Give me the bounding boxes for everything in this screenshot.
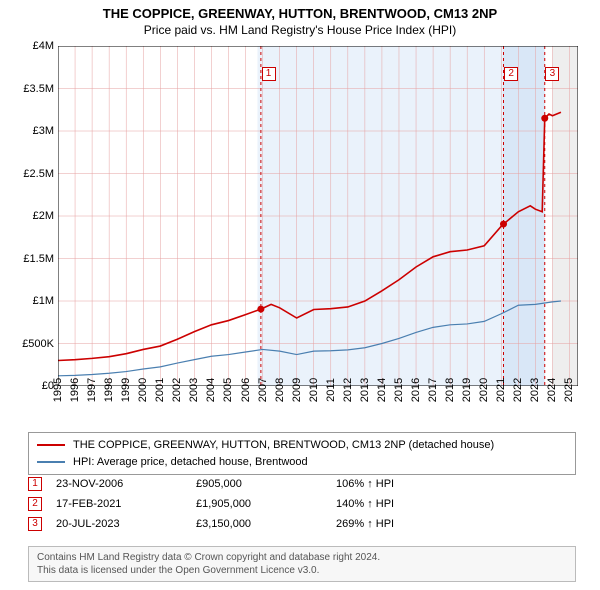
legend-swatch xyxy=(37,444,65,446)
x-tick-label: 2000 xyxy=(137,378,149,402)
event-row: 3 20-JUL-2023£3,150,000269% ↑ HPI xyxy=(28,514,576,534)
y-tick-label: £500K xyxy=(22,338,54,350)
event-badge: 1 xyxy=(28,477,42,491)
event-row: 2 17-FEB-2021£1,905,000140% ↑ HPI xyxy=(28,494,576,514)
x-tick-label: 2003 xyxy=(188,378,200,402)
legend-label: HPI: Average price, detached house, Bren… xyxy=(73,454,308,471)
x-tick-label: 2005 xyxy=(222,378,234,402)
x-tick-label: 2023 xyxy=(529,378,541,402)
x-tick-label: 2004 xyxy=(205,378,217,402)
event-badge: 3 xyxy=(28,517,42,531)
title-block: THE COPPICE, GREENWAY, HUTTON, BRENTWOOD… xyxy=(0,0,600,37)
x-tick-label: 2021 xyxy=(495,378,507,402)
y-tick-label: £2.5M xyxy=(23,168,54,180)
y-tick-label: £1M xyxy=(33,295,54,307)
x-tick-label: 1999 xyxy=(120,378,132,402)
x-tick-label: 2024 xyxy=(546,378,558,402)
y-tick-label: £2M xyxy=(33,210,54,222)
event-marker: 1 xyxy=(262,63,276,81)
event-marker: 2 xyxy=(504,63,518,81)
legend-swatch xyxy=(37,461,65,463)
x-tick-label: 2008 xyxy=(274,378,286,402)
x-tick-label: 2022 xyxy=(512,378,524,402)
x-tick-label: 1997 xyxy=(86,378,98,402)
x-tick-label: 2001 xyxy=(154,378,166,402)
x-tick-label: 2016 xyxy=(410,378,422,402)
y-tick-label: £3M xyxy=(33,125,54,137)
legend-item: HPI: Average price, detached house, Bren… xyxy=(37,454,567,471)
x-tick-label: 2020 xyxy=(478,378,490,402)
legend-label: THE COPPICE, GREENWAY, HUTTON, BRENTWOOD… xyxy=(73,437,494,454)
y-tick-label: £4M xyxy=(33,40,54,52)
x-tick-label: 2018 xyxy=(444,378,456,402)
x-tick-label: 2007 xyxy=(257,378,269,402)
x-tick-label: 2012 xyxy=(342,378,354,402)
x-tick-label: 2006 xyxy=(240,378,252,402)
event-date: 23-NOV-2006 xyxy=(56,478,196,490)
x-tick-label: 2002 xyxy=(171,378,183,402)
x-tick-label: 2013 xyxy=(359,378,371,402)
event-badge: 2 xyxy=(28,497,42,511)
event-marker: 3 xyxy=(545,63,559,81)
credits: Contains HM Land Registry data © Crown c… xyxy=(28,546,576,582)
event-date: 17-FEB-2021 xyxy=(56,498,196,510)
credits-line2: This data is licensed under the Open Gov… xyxy=(37,564,567,577)
y-tick-label: £3.5M xyxy=(23,83,54,95)
event-pct: 140% ↑ HPI xyxy=(336,498,516,510)
x-tick-label: 1998 xyxy=(103,378,115,402)
x-tick-label: 2015 xyxy=(393,378,405,402)
y-tick-label: £1.5M xyxy=(23,253,54,265)
chart-container: THE COPPICE, GREENWAY, HUTTON, BRENTWOOD… xyxy=(0,0,600,590)
x-tick-label: 2017 xyxy=(427,378,439,402)
chart-subtitle: Price paid vs. HM Land Registry's House … xyxy=(0,23,600,37)
x-tick-label: 2014 xyxy=(376,378,388,402)
event-date: 20-JUL-2023 xyxy=(56,518,196,530)
x-tick-label: 2011 xyxy=(325,378,337,402)
x-tick-label: 1995 xyxy=(52,378,64,402)
events-table: 1 23-NOV-2006£905,000106% ↑ HPI 2 17-FEB-20… xyxy=(28,474,576,534)
chart-title: THE COPPICE, GREENWAY, HUTTON, BRENTWOOD… xyxy=(0,6,600,21)
event-price: £3,150,000 xyxy=(196,518,336,530)
event-price: £905,000 xyxy=(196,478,336,490)
legend-item: THE COPPICE, GREENWAY, HUTTON, BRENTWOOD… xyxy=(37,437,567,454)
event-price: £1,905,000 xyxy=(196,498,336,510)
x-tick-label: 2010 xyxy=(308,378,320,402)
event-pct: 269% ↑ HPI xyxy=(336,518,516,530)
event-pct: 106% ↑ HPI xyxy=(336,478,516,490)
x-tick-label: 1996 xyxy=(69,378,81,402)
x-tick-label: 2025 xyxy=(563,378,575,402)
x-tick-label: 2019 xyxy=(461,378,473,402)
legend: THE COPPICE, GREENWAY, HUTTON, BRENTWOOD… xyxy=(28,432,576,475)
chart-svg xyxy=(58,46,578,386)
credits-line1: Contains HM Land Registry data © Crown c… xyxy=(37,551,567,564)
plot-area: £0£500K£1M£1.5M£2M£2.5M£3M£3.5M£4M 19951… xyxy=(58,46,578,386)
x-tick-label: 2009 xyxy=(291,378,303,402)
event-row: 1 23-NOV-2006£905,000106% ↑ HPI xyxy=(28,474,576,494)
